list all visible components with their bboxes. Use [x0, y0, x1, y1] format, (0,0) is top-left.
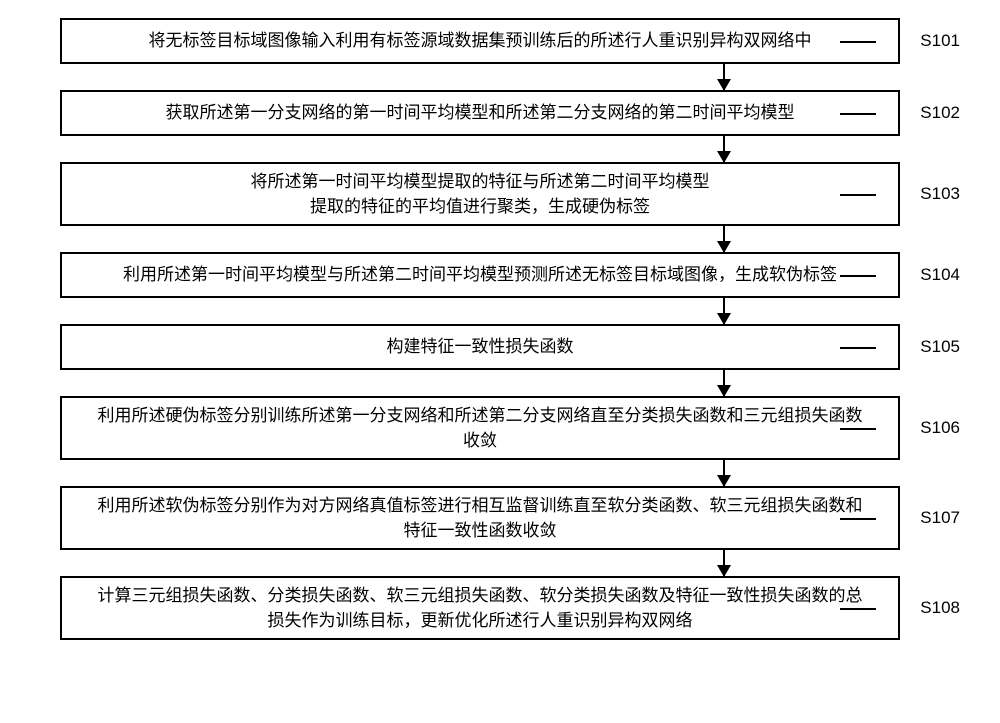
step-label: S105: [920, 337, 960, 357]
flow-step-text: 计算三元组损失函数、分类损失函数、软三元组损失函数、软分类损失函数及特征一致性损…: [98, 583, 863, 634]
step-label: S101: [920, 31, 960, 51]
step-label: S108: [920, 598, 960, 618]
flow-step-text: 将无标签目标域图像输入利用有标签源域数据集预训练后的所述行人重识别异构双网络中: [149, 28, 812, 54]
step-row: 将所述第一时间平均模型提取的特征与所述第二时间平均模型 提取的特征的平均值进行聚…: [30, 162, 970, 226]
flow-arrow: [723, 550, 725, 576]
flow-arrow: [723, 136, 725, 162]
label-connector-line: [840, 113, 876, 115]
step-row: 利用所述软伪标签分别作为对方网络真值标签进行相互监督训练直至软分类函数、软三元组…: [30, 486, 970, 550]
flow-step-text: 将所述第一时间平均模型提取的特征与所述第二时间平均模型 提取的特征的平均值进行聚…: [251, 169, 710, 220]
step-row: 利用所述硬伪标签分别训练所述第一分支网络和所述第二分支网络直至分类损失函数和三元…: [30, 396, 970, 460]
flow-step-box: 利用所述第一时间平均模型与所述第二时间平均模型预测所述无标签目标域图像，生成软伪…: [60, 252, 900, 298]
flow-step-text: 利用所述第一时间平均模型与所述第二时间平均模型预测所述无标签目标域图像，生成软伪…: [123, 262, 837, 288]
label-connector-line: [840, 194, 876, 196]
flow-step-box: 获取所述第一分支网络的第一时间平均模型和所述第二分支网络的第二时间平均模型: [60, 90, 900, 136]
label-connector-line: [840, 428, 876, 430]
flow-arrow: [723, 226, 725, 252]
flowchart-container: 将无标签目标域图像输入利用有标签源域数据集预训练后的所述行人重识别异构双网络中 S…: [30, 18, 970, 640]
step-label: S107: [920, 508, 960, 528]
step-label: S103: [920, 184, 960, 204]
flow-step-text: 获取所述第一分支网络的第一时间平均模型和所述第二分支网络的第二时间平均模型: [166, 100, 795, 126]
step-label: S106: [920, 418, 960, 438]
flow-step-text: 利用所述硬伪标签分别训练所述第一分支网络和所述第二分支网络直至分类损失函数和三元…: [98, 403, 863, 454]
label-connector-line: [840, 608, 876, 610]
label-connector-line: [840, 275, 876, 277]
flow-step-box: 利用所述硬伪标签分别训练所述第一分支网络和所述第二分支网络直至分类损失函数和三元…: [60, 396, 900, 460]
flow-arrow: [723, 64, 725, 90]
label-connector-line: [840, 41, 876, 43]
flow-arrow: [723, 298, 725, 324]
flow-step-box: 构建特征一致性损失函数: [60, 324, 900, 370]
step-row: 获取所述第一分支网络的第一时间平均模型和所述第二分支网络的第二时间平均模型 S10…: [30, 90, 970, 136]
label-connector-line: [840, 347, 876, 349]
flow-arrow: [723, 370, 725, 396]
step-row: 利用所述第一时间平均模型与所述第二时间平均模型预测所述无标签目标域图像，生成软伪…: [30, 252, 970, 298]
flow-arrow: [723, 460, 725, 486]
flow-step-box: 计算三元组损失函数、分类损失函数、软三元组损失函数、软分类损失函数及特征一致性损…: [60, 576, 900, 640]
flow-step-box: 利用所述软伪标签分别作为对方网络真值标签进行相互监督训练直至软分类函数、软三元组…: [60, 486, 900, 550]
flow-step-box: 将无标签目标域图像输入利用有标签源域数据集预训练后的所述行人重识别异构双网络中: [60, 18, 900, 64]
step-label: S104: [920, 265, 960, 285]
flow-step-text: 利用所述软伪标签分别作为对方网络真值标签进行相互监督训练直至软分类函数、软三元组…: [98, 493, 863, 544]
flow-step-box: 将所述第一时间平均模型提取的特征与所述第二时间平均模型 提取的特征的平均值进行聚…: [60, 162, 900, 226]
step-row: 将无标签目标域图像输入利用有标签源域数据集预训练后的所述行人重识别异构双网络中 S…: [30, 18, 970, 64]
step-row: 构建特征一致性损失函数 S105: [30, 324, 970, 370]
step-label: S102: [920, 103, 960, 123]
label-connector-line: [840, 518, 876, 520]
flow-step-text: 构建特征一致性损失函数: [387, 334, 574, 360]
step-row: 计算三元组损失函数、分类损失函数、软三元组损失函数、软分类损失函数及特征一致性损…: [30, 576, 970, 640]
